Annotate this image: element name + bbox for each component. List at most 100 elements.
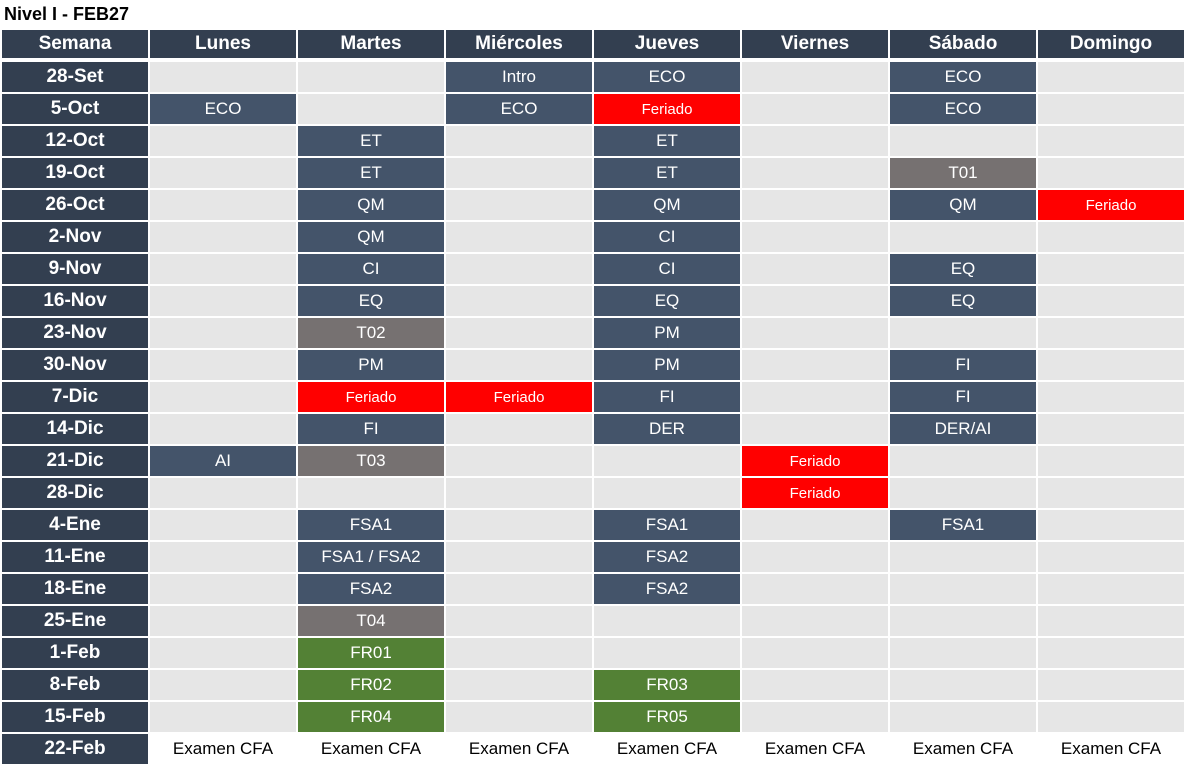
empty-cell bbox=[890, 638, 1036, 668]
empty-cell bbox=[150, 126, 296, 156]
week-label: 14-Dic bbox=[2, 414, 148, 444]
schedule-cell: EQ bbox=[890, 254, 1036, 284]
schedule-cell: ECO bbox=[890, 94, 1036, 124]
empty-cell bbox=[890, 542, 1036, 572]
empty-cell bbox=[446, 446, 592, 476]
schedule-cell: Examen CFA bbox=[742, 734, 888, 764]
empty-cell bbox=[594, 638, 740, 668]
week-label: 16-Nov bbox=[2, 286, 148, 316]
week-label: 19-Oct bbox=[2, 158, 148, 188]
empty-cell bbox=[150, 542, 296, 572]
empty-cell bbox=[150, 414, 296, 444]
schedule-cell: QM bbox=[594, 190, 740, 220]
schedule-cell: EQ bbox=[298, 286, 444, 316]
week-label: 4-Ene bbox=[2, 510, 148, 540]
empty-cell bbox=[1038, 254, 1184, 284]
empty-cell bbox=[446, 702, 592, 732]
empty-cell bbox=[742, 62, 888, 92]
column-header: Martes bbox=[298, 30, 444, 58]
schedule-cell: ECO bbox=[150, 94, 296, 124]
schedule-cell: FSA1 / FSA2 bbox=[298, 542, 444, 572]
empty-cell bbox=[446, 254, 592, 284]
empty-cell bbox=[890, 670, 1036, 700]
schedule-cell: Examen CFA bbox=[298, 734, 444, 764]
column-header: Viernes bbox=[742, 30, 888, 58]
empty-cell bbox=[150, 254, 296, 284]
schedule-cell: FSA1 bbox=[594, 510, 740, 540]
empty-cell bbox=[446, 510, 592, 540]
schedule-cell: Examen CFA bbox=[446, 734, 592, 764]
schedule-cell: DER/AI bbox=[890, 414, 1036, 444]
week-label: 1-Feb bbox=[2, 638, 148, 668]
schedule-cell: ET bbox=[594, 158, 740, 188]
empty-cell bbox=[1038, 126, 1184, 156]
schedule-cell: Examen CFA bbox=[150, 734, 296, 764]
empty-cell bbox=[742, 542, 888, 572]
empty-cell bbox=[446, 638, 592, 668]
empty-cell bbox=[150, 318, 296, 348]
week-label: 28-Set bbox=[2, 62, 148, 92]
schedule-cell: FSA2 bbox=[594, 542, 740, 572]
schedule-cell: FR03 bbox=[594, 670, 740, 700]
empty-cell bbox=[1038, 414, 1184, 444]
empty-cell bbox=[742, 222, 888, 252]
empty-cell bbox=[150, 574, 296, 604]
column-header: Domingo bbox=[1038, 30, 1184, 58]
empty-cell bbox=[742, 318, 888, 348]
week-label: 28-Dic bbox=[2, 478, 148, 508]
schedule-cell: T04 bbox=[298, 606, 444, 636]
empty-cell bbox=[594, 478, 740, 508]
empty-cell bbox=[742, 158, 888, 188]
schedule-cell: CI bbox=[594, 222, 740, 252]
schedule-cell: EQ bbox=[594, 286, 740, 316]
empty-cell bbox=[446, 286, 592, 316]
schedule-cell: ECO bbox=[594, 62, 740, 92]
week-label: 15-Feb bbox=[2, 702, 148, 732]
empty-cell bbox=[742, 414, 888, 444]
schedule-cell: ECO bbox=[890, 62, 1036, 92]
schedule-cell: PM bbox=[298, 350, 444, 380]
week-label: 26-Oct bbox=[2, 190, 148, 220]
empty-cell bbox=[446, 574, 592, 604]
schedule-cell: Intro bbox=[446, 62, 592, 92]
empty-cell bbox=[742, 382, 888, 412]
empty-cell bbox=[150, 606, 296, 636]
schedule-cell: ET bbox=[298, 126, 444, 156]
empty-cell bbox=[742, 638, 888, 668]
column-header: Semana bbox=[2, 30, 148, 58]
schedule-cell: ECO bbox=[446, 94, 592, 124]
schedule-cell: Feriado bbox=[1038, 190, 1184, 220]
schedule-cell: FI bbox=[890, 350, 1036, 380]
schedule-cell: Examen CFA bbox=[594, 734, 740, 764]
week-label: 23-Nov bbox=[2, 318, 148, 348]
schedule-cell: AI bbox=[150, 446, 296, 476]
empty-cell bbox=[742, 190, 888, 220]
empty-cell bbox=[1038, 62, 1184, 92]
schedule-cell: FI bbox=[594, 382, 740, 412]
empty-cell bbox=[446, 414, 592, 444]
week-label: 18-Ene bbox=[2, 574, 148, 604]
week-label: 21-Dic bbox=[2, 446, 148, 476]
empty-cell bbox=[150, 190, 296, 220]
week-label: 22-Feb bbox=[2, 734, 148, 764]
schedule-cell: ET bbox=[594, 126, 740, 156]
week-label: 12-Oct bbox=[2, 126, 148, 156]
empty-cell bbox=[1038, 670, 1184, 700]
schedule-cell: T02 bbox=[298, 318, 444, 348]
schedule-cell: Feriado bbox=[742, 478, 888, 508]
schedule-cell: Examen CFA bbox=[890, 734, 1036, 764]
empty-cell bbox=[742, 286, 888, 316]
schedule-cell: EQ bbox=[890, 286, 1036, 316]
empty-cell bbox=[890, 606, 1036, 636]
empty-cell bbox=[594, 446, 740, 476]
schedule-cell: FSA1 bbox=[298, 510, 444, 540]
schedule-cell: QM bbox=[298, 222, 444, 252]
empty-cell bbox=[1038, 382, 1184, 412]
empty-cell bbox=[1038, 478, 1184, 508]
empty-cell bbox=[446, 350, 592, 380]
empty-cell bbox=[1038, 510, 1184, 540]
schedule-cell: T03 bbox=[298, 446, 444, 476]
empty-cell bbox=[1038, 638, 1184, 668]
schedule-cell: FSA2 bbox=[298, 574, 444, 604]
empty-cell bbox=[446, 190, 592, 220]
